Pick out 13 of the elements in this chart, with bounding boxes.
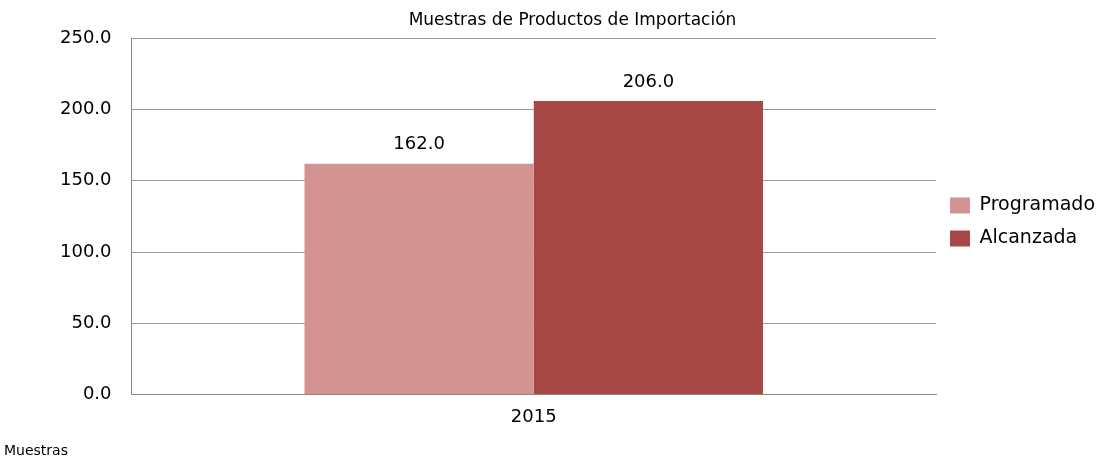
y-tick-label: 200.0 — [60, 97, 112, 119]
y-tick-label: 50.0 — [71, 310, 112, 332]
x-tick-label: 2015 — [510, 404, 557, 426]
text: Muestras — [4, 442, 68, 458]
legend-label: Alcanzada — [979, 225, 1078, 248]
chart-title: Muestras de Productos de Importación — [408, 8, 737, 29]
y-tick-label: 0.0 — [82, 382, 112, 404]
data-label: 162.0 — [393, 132, 445, 154]
y-tick-label: 100.0 — [60, 239, 112, 261]
y-tick-label: 150.0 — [60, 168, 112, 190]
data-label: 206.0 — [622, 69, 675, 91]
legend-label: Programado — [979, 192, 1096, 215]
y-tick-label: 250.0 — [60, 26, 112, 48]
